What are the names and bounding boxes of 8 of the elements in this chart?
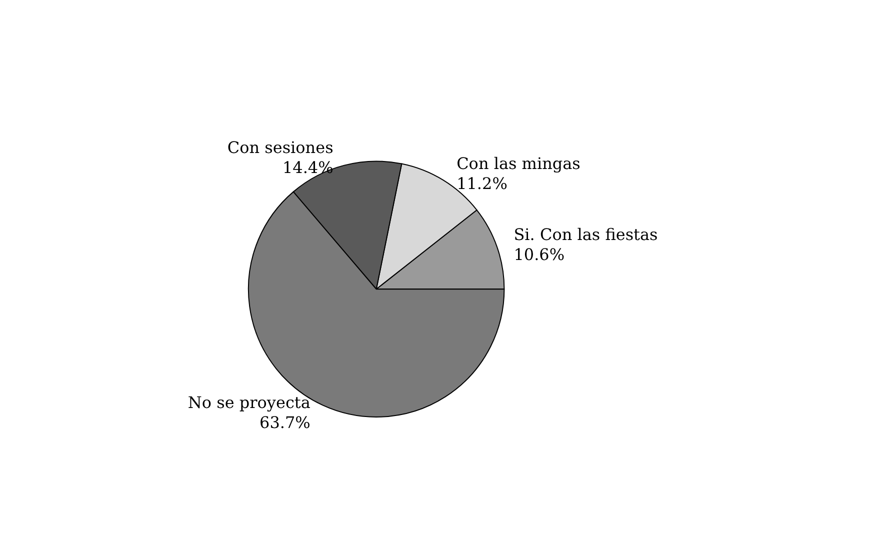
data-label: 63.7% bbox=[260, 412, 310, 432]
data-label: 11.2% bbox=[456, 174, 508, 193]
slice-label: Si. Con las fiestas bbox=[514, 225, 658, 244]
slice-label: Con las mingas bbox=[456, 154, 580, 173]
slice-label: Con sesiones bbox=[227, 138, 334, 158]
data-label: 10.6% bbox=[514, 245, 565, 264]
slice-label: No se proyecta bbox=[188, 392, 311, 412]
data-label: 14.4% bbox=[282, 158, 334, 178]
